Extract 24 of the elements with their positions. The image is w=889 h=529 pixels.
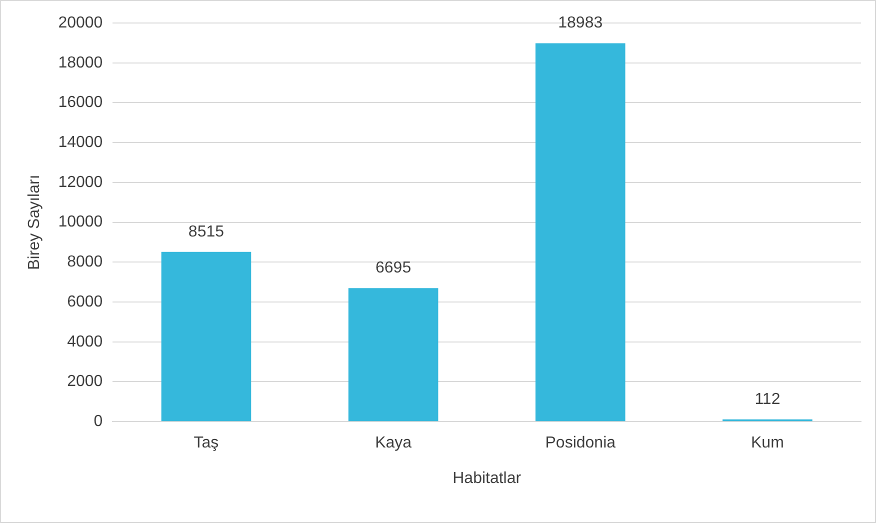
y-tick-label: 2000 — [67, 373, 103, 390]
bar — [348, 288, 438, 422]
data-label: 8515 — [188, 223, 224, 240]
y-tick-label: 18000 — [58, 54, 103, 72]
y-tick-label: 8000 — [67, 254, 103, 271]
y-tick-label: 6000 — [67, 293, 103, 310]
x-tick-label: Taş — [194, 434, 219, 452]
y-tick-label: 12000 — [58, 174, 103, 191]
x-tick-label: Kaya — [375, 434, 412, 452]
y-tick-label: 14000 — [58, 134, 103, 151]
y-axis-title: Birey Sayıları — [26, 174, 44, 270]
y-tick-label: 0 — [94, 413, 103, 430]
bar — [535, 43, 626, 422]
data-label: 6695 — [376, 260, 412, 277]
data-label: 112 — [754, 390, 780, 408]
y-tick-label: 20000 — [58, 14, 103, 32]
x-axis-title: Habitatlar — [452, 470, 522, 487]
y-tick-label: 16000 — [58, 94, 103, 112]
x-tick-label: Posidonia — [545, 434, 616, 452]
y-tick-label: 4000 — [67, 333, 103, 350]
bar — [161, 252, 252, 422]
data-label: 18983 — [558, 14, 603, 32]
x-tick-label: Kum — [751, 434, 784, 452]
y-tick-label: 10000 — [58, 214, 103, 231]
